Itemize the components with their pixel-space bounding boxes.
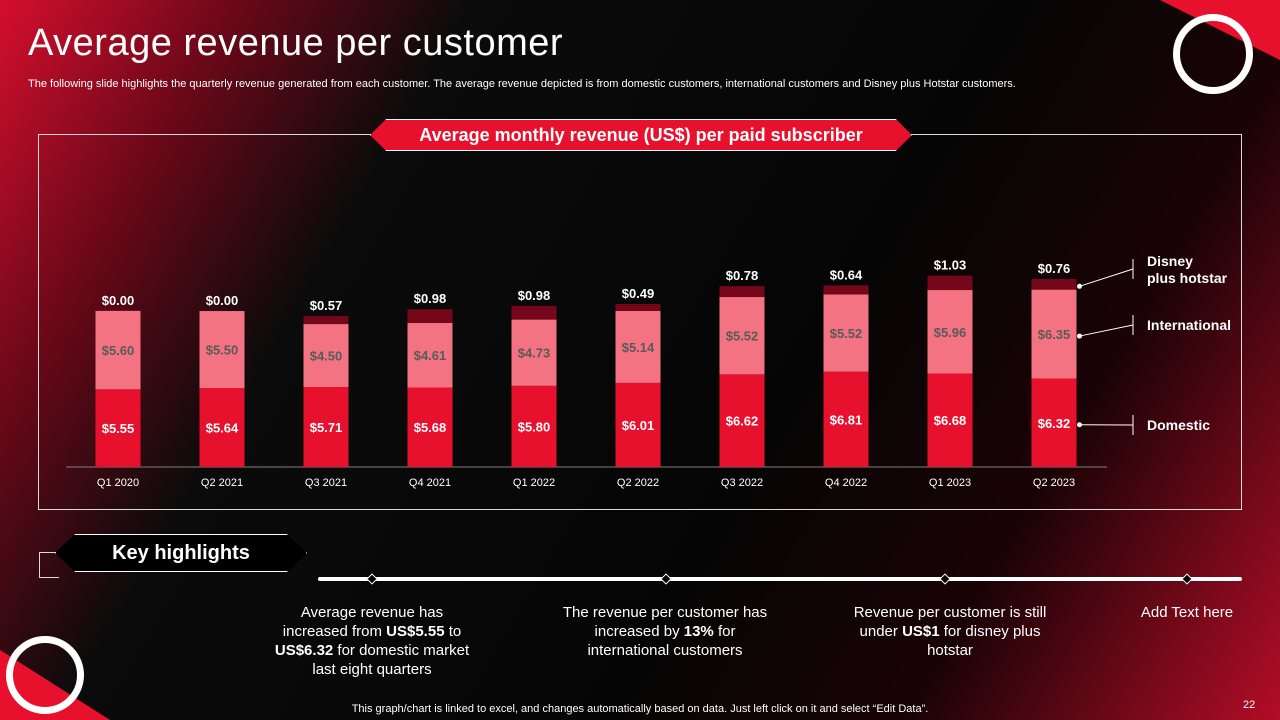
timeline-marker: [366, 573, 378, 585]
footer-note: This graph/chart is linked to excel, and…: [351, 703, 929, 715]
decorative-ring: [1173, 14, 1253, 94]
highlight-add-text[interactable]: Add Text here: [1140, 604, 1234, 621]
key-highlights-header: Key highlights: [55, 534, 307, 572]
highlights-timeline: [318, 577, 1242, 581]
chart-title: Average monthly revenue (US$) per paid s…: [370, 119, 912, 151]
chart-frame: [38, 134, 1242, 510]
page-title: Average revenue per customer: [28, 22, 564, 64]
timeline-marker: [939, 573, 951, 585]
slide-subtitle: The following slide highlights the quart…: [28, 78, 1016, 90]
timeline-marker: [1181, 573, 1193, 585]
highlight-disney: Revenue per customer is still under US$1…: [853, 604, 1047, 659]
page-number: 22: [1243, 699, 1256, 711]
decorative-ring: [6, 636, 84, 714]
timeline-marker: [660, 573, 672, 585]
highlight-domestic: Average revenue has increased from US$5.…: [274, 604, 470, 678]
highlight-international: The revenue per customer has increased b…: [562, 604, 768, 659]
key-highlights-bracket: [39, 552, 59, 578]
